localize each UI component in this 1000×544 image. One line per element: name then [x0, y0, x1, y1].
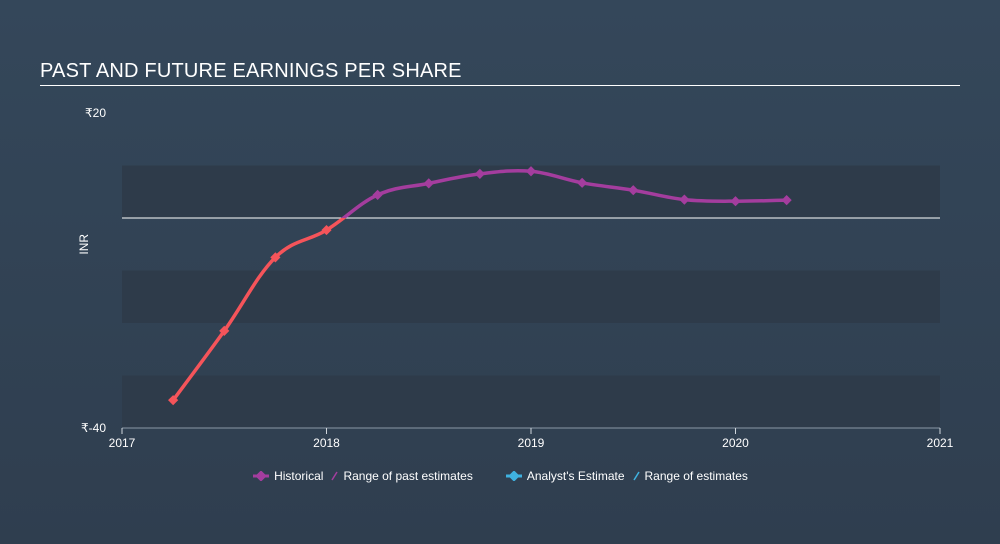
- legend-historical-marker-icon: [253, 471, 270, 481]
- legend-range-past-slash-icon: [331, 471, 339, 481]
- chart-legend: Historical Range of past estimates Analy…: [0, 469, 1000, 483]
- legend-range-past[interactable]: Range of past estimates: [331, 469, 473, 483]
- historical-point: [474, 168, 485, 179]
- historical-point: [168, 395, 179, 406]
- legend-range-estimates[interactable]: Range of estimates: [632, 469, 748, 483]
- x-tick-label: 2020: [722, 436, 749, 450]
- legend-range-estimates-label: Range of estimates: [644, 469, 748, 483]
- title-divider: [40, 85, 960, 86]
- page-title: PAST AND FUTURE EARNINGS PER SHARE: [40, 60, 462, 82]
- y-tick-label: ₹20: [85, 106, 106, 120]
- legend-historical[interactable]: Historical: [252, 469, 323, 483]
- legend-analyst-marker-icon: [505, 471, 522, 481]
- y-axis-label: INR: [77, 234, 91, 255]
- legend-range-past-label: Range of past estimates: [343, 469, 473, 483]
- chart-axes: 2017 2018 2019 2020 2021 ₹20 ₹-40: [81, 106, 954, 450]
- legend-analyst-label: Analyst's Estimate: [526, 469, 625, 483]
- x-tick-label: 2018: [313, 436, 340, 450]
- chart-band: [122, 375, 940, 428]
- legend-range-estimates-slash-icon: [632, 471, 640, 481]
- historical-point: [321, 224, 332, 236]
- x-tick-label: 2019: [518, 436, 545, 450]
- x-tick-label: 2017: [109, 436, 136, 450]
- historical-point: [219, 325, 230, 336]
- historical-point: [270, 252, 281, 263]
- legend-analyst[interactable]: Analyst's Estimate: [505, 469, 625, 483]
- historical-point: [372, 189, 383, 200]
- y-tick-label: ₹-40: [81, 421, 106, 435]
- legend-historical-label: Historical: [274, 469, 324, 483]
- x-tick-label: 2021: [927, 436, 954, 450]
- historical-line-negative: [171, 218, 347, 402]
